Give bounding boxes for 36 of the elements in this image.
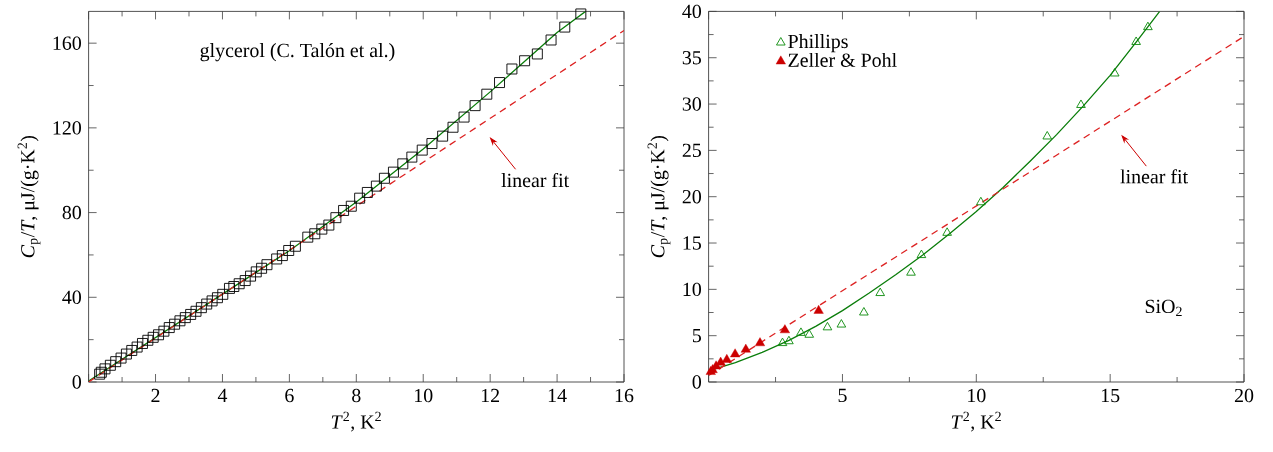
y-tick-label: 20 (682, 189, 702, 204)
y-tick-label: 35 (682, 51, 701, 65)
x-axis-title: T$^{2}$, K$^{2}$ (951, 411, 1001, 432)
y-axis-title: C$_{p}$/T, μJ/(g·K$^{2}$) (647, 135, 671, 258)
y-tick-label: 0 (72, 375, 81, 389)
x-tick-label: 4 (217, 388, 228, 402)
y-tick-label: 80 (62, 205, 81, 220)
x-tick-label: 2 (151, 388, 160, 403)
x-tick-label: 10 (415, 388, 433, 403)
y-tick-label: 5 (692, 329, 701, 343)
y-tick-label: 15 (683, 236, 701, 250)
y-tick-label: 120 (53, 121, 81, 135)
x-tick-label: 8 (352, 388, 361, 403)
y-tick-label: 30 (682, 97, 702, 111)
x-tick-label: 15 (1101, 388, 1120, 403)
annotation: linear fit (501, 172, 570, 188)
annotation: linear fit (1120, 169, 1188, 184)
x-tick-label: 6 (285, 388, 294, 403)
y-tick-label: 160 (53, 36, 81, 50)
x-tick-label: 12 (481, 388, 500, 403)
annotation: glycerol (C. Talón et al.) (200, 43, 395, 62)
annotation: SiO$_{2}$ (1145, 299, 1182, 317)
y-tick-label: 0 (692, 375, 702, 389)
y-tick-label: 40 (682, 4, 702, 19)
x-tick-label: 5 (838, 388, 847, 403)
x-tick-label: 20 (1234, 388, 1254, 403)
legend-label: Zeller & Pohl (788, 52, 897, 67)
legend-label: Phillips (788, 34, 848, 53)
x-axis-title: T$^{2}$, K$^{2}$ (331, 411, 381, 432)
x-tick-label: 16 (615, 388, 634, 403)
x-tick-label: 10 (968, 388, 986, 403)
y-axis-title: C$_{p}$/T, μJ/(g·K$^{2}$) (17, 135, 41, 258)
y-tick-label: 40 (62, 290, 81, 305)
y-tick-label: 25 (682, 143, 701, 158)
x-tick-label: 14 (548, 388, 567, 402)
y-tick-label: 10 (683, 282, 702, 297)
